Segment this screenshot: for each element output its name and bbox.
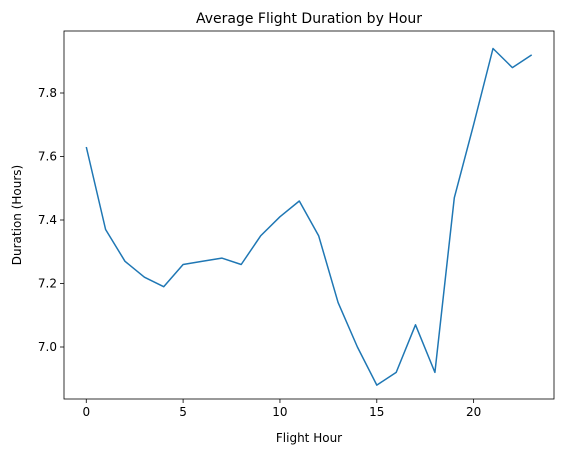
x-tick-label: 10 [272,405,287,419]
y-tick-label: 7.0 [38,340,57,354]
x-tick-label: 5 [179,405,187,419]
x-axis: 0 5 10 15 20 [82,399,481,419]
y-tick-label: 7.2 [38,277,57,291]
series-line [85,47,533,386]
y-tick-label: 7.6 [38,150,57,164]
y-axis: 7.0 7.2 7.4 7.6 7.8 [38,86,64,354]
x-tick-label: 20 [466,405,481,419]
chart-title: Average Flight Duration by Hour [196,11,422,27]
y-tick-label: 7.8 [38,86,57,100]
x-tick-label: 0 [82,405,90,419]
x-axis-label: Flight Hour [276,431,342,445]
y-tick-label: 7.4 [38,213,57,227]
plot-area [63,30,555,400]
x-tick-label: 15 [369,405,384,419]
y-axis-label: Duration (Hours) [10,165,24,265]
